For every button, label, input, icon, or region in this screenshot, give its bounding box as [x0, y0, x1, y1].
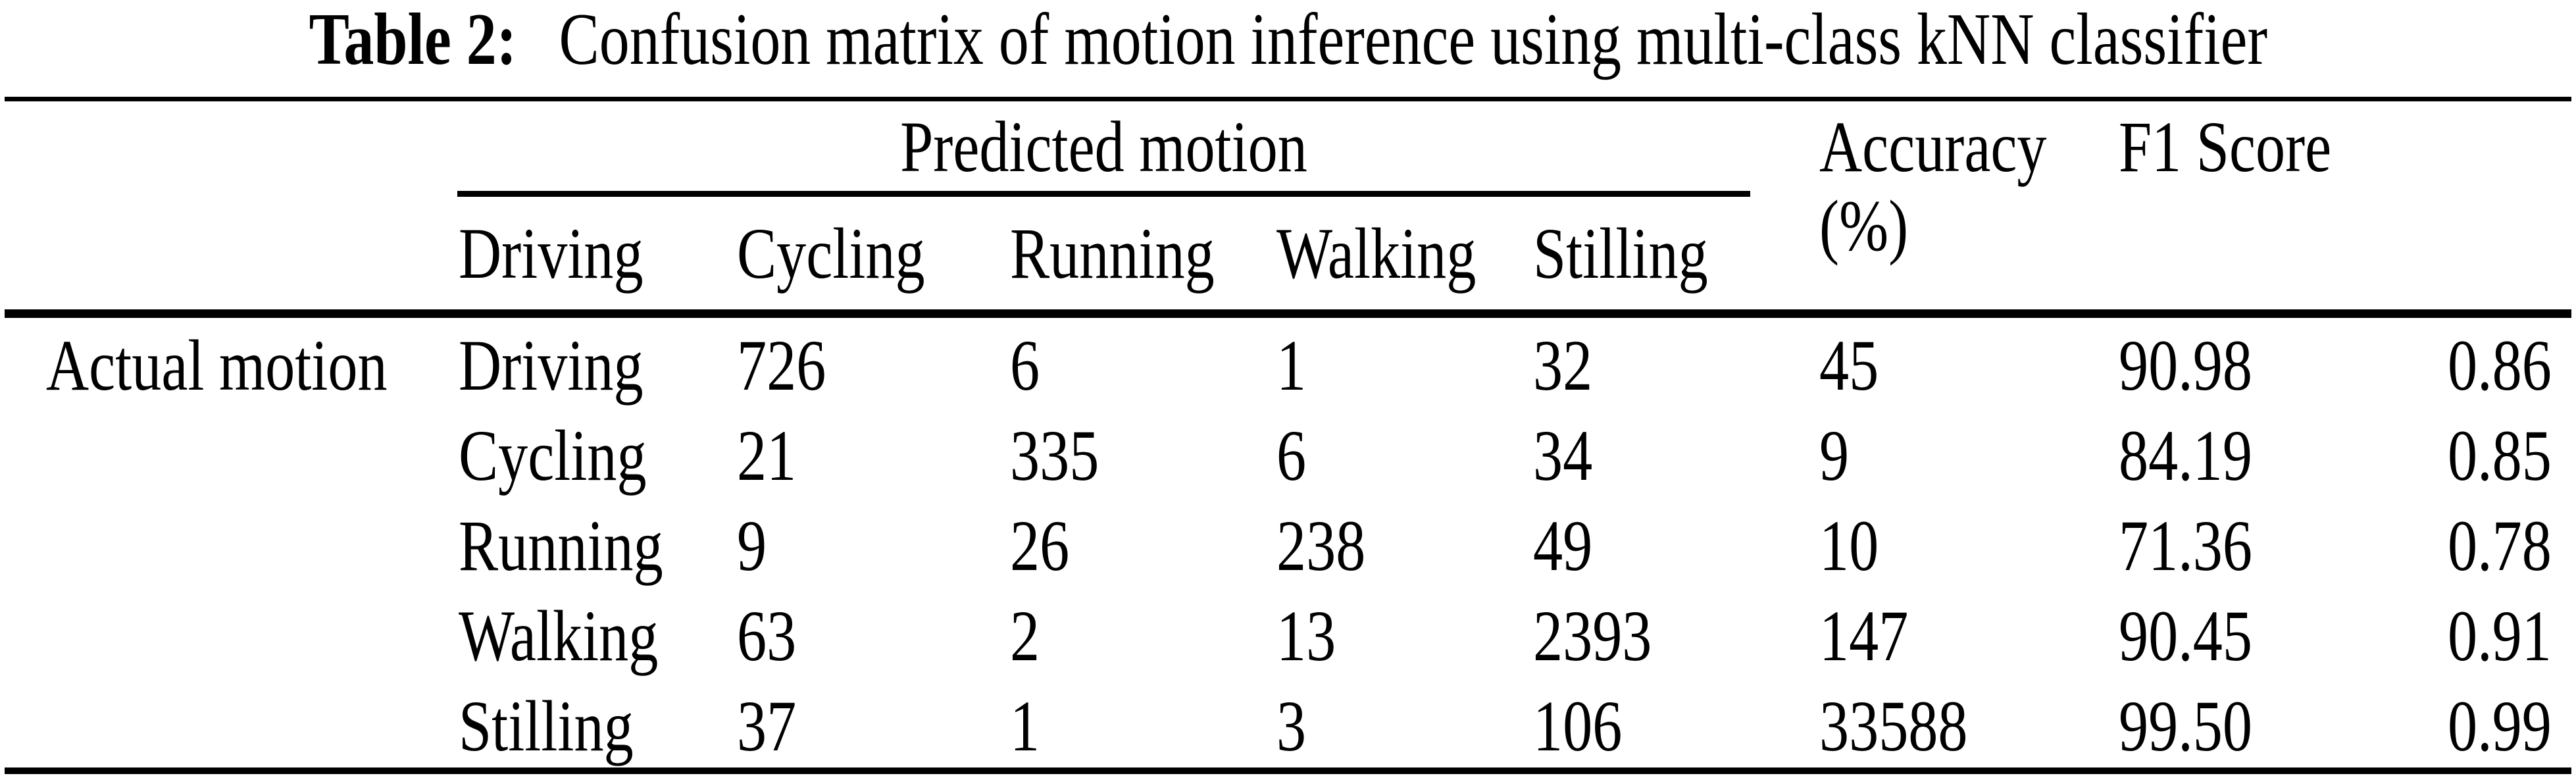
table-cell: 33588: [1819, 686, 1968, 766]
table-cell: 0.85: [2448, 415, 2552, 496]
rule-predicted-span: [457, 191, 1750, 197]
rule-header-bottom: [5, 309, 2571, 318]
row-label: Running: [459, 506, 663, 586]
table-cell: 32: [1533, 325, 1593, 405]
table-cell: 238: [1276, 506, 1366, 586]
table-cell: 106: [1533, 686, 1623, 766]
table-cell: 90.45: [2119, 596, 2252, 676]
header-accuracy: Accuracy: [1819, 107, 2047, 187]
row-label: Walking: [459, 596, 659, 676]
table-cell: 63: [737, 596, 797, 676]
table-cell: 6: [1010, 325, 1040, 405]
table-cell: 45: [1819, 325, 1879, 405]
header-class-running: Running: [1010, 213, 1215, 294]
table-cell: 9: [737, 506, 767, 586]
table-cell: 34: [1533, 415, 1593, 496]
table-cell: 99.50: [2119, 686, 2252, 766]
table-cell: 49: [1533, 506, 1593, 586]
table-cell: 9: [1819, 415, 1850, 496]
row-label: Stilling: [459, 686, 634, 766]
caption-label: Table 2:: [309, 0, 517, 80]
table-cell: 26: [1010, 506, 1070, 586]
table-cell: 0.78: [2448, 506, 2552, 586]
table-cell: 3: [1276, 686, 1307, 766]
table-cell: 71.36: [2119, 506, 2252, 586]
row-label: Driving: [459, 325, 644, 405]
caption-text: Table 2: Confusion matrix of motion infer…: [309, 0, 2267, 79]
header-class-stilling: Stilling: [1533, 213, 1708, 294]
table-cell: 1: [1276, 325, 1307, 405]
table-cell: 0.86: [2448, 325, 2552, 405]
table-cell: 1: [1010, 686, 1040, 766]
row-label: Cycling: [459, 415, 647, 496]
header-class-walking: Walking: [1276, 213, 1477, 294]
table-cell: 147: [1819, 596, 1909, 676]
table-cell: 0.99: [2448, 686, 2552, 766]
table-cell: 2393: [1533, 596, 1652, 676]
table-cell: 10: [1819, 506, 1879, 586]
table-caption: Table 2: Confusion matrix of motion infer…: [0, 0, 2576, 87]
table-cell: 90.98: [2119, 325, 2252, 405]
header-accuracy-percent: (%): [1819, 186, 1909, 266]
table-cell: 335: [1010, 415, 1099, 496]
table-cell: 726: [737, 325, 826, 405]
row-group-label-actual-motion: Actual motion: [46, 325, 388, 405]
rule-table-bottom: [5, 767, 2571, 774]
header-class-driving: Driving: [459, 213, 644, 294]
header-class-cycling: Cycling: [737, 213, 925, 294]
header-predicted-motion: Predicted motion: [900, 107, 1307, 187]
table-cell: 2: [1010, 596, 1040, 676]
table-cell: 0.91: [2448, 596, 2552, 676]
table-cell: 6: [1276, 415, 1307, 496]
rule-top: [5, 97, 2571, 101]
header-f1-score: F1 Score: [2119, 107, 2332, 187]
table-cell: 37: [737, 686, 797, 766]
table-cell: 13: [1276, 596, 1336, 676]
caption-body: Confusion matrix of motion inference usi…: [559, 0, 2267, 80]
table-cell: 21: [737, 415, 797, 496]
table-cell: 84.19: [2119, 415, 2252, 496]
